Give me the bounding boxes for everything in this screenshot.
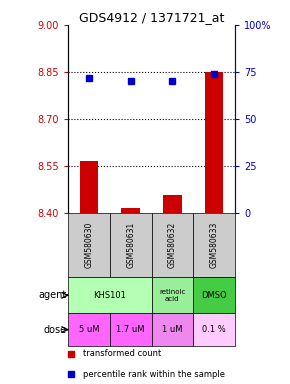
- Text: 5 uM: 5 uM: [79, 325, 99, 334]
- Bar: [110, 313, 151, 346]
- Text: GSM580633: GSM580633: [210, 222, 219, 268]
- Bar: [68, 213, 110, 277]
- Bar: [151, 213, 193, 277]
- Text: KHS101: KHS101: [93, 291, 126, 300]
- Text: GSM580631: GSM580631: [126, 222, 135, 268]
- Title: GDS4912 / 1371721_at: GDS4912 / 1371721_at: [79, 11, 224, 24]
- Text: agent: agent: [38, 290, 66, 300]
- Text: GSM580632: GSM580632: [168, 222, 177, 268]
- Bar: [151, 277, 193, 313]
- Text: GSM580630: GSM580630: [84, 222, 93, 268]
- Bar: [193, 277, 235, 313]
- Text: dose: dose: [44, 324, 66, 334]
- Bar: [151, 313, 193, 346]
- Text: retinoic
acid: retinoic acid: [159, 289, 186, 302]
- Bar: [193, 313, 235, 346]
- Bar: [205, 72, 223, 213]
- Text: 1 uM: 1 uM: [162, 325, 183, 334]
- Bar: [110, 213, 151, 277]
- Text: DMSO: DMSO: [201, 291, 227, 300]
- Text: percentile rank within the sample: percentile rank within the sample: [83, 369, 225, 379]
- Bar: [193, 213, 235, 277]
- Bar: [68, 313, 110, 346]
- Bar: [163, 195, 182, 213]
- Bar: [121, 208, 140, 213]
- Text: transformed count: transformed count: [83, 349, 162, 358]
- Bar: [68, 277, 151, 313]
- Bar: [80, 161, 98, 213]
- Text: 0.1 %: 0.1 %: [202, 325, 226, 334]
- Text: 1.7 uM: 1.7 uM: [116, 325, 145, 334]
